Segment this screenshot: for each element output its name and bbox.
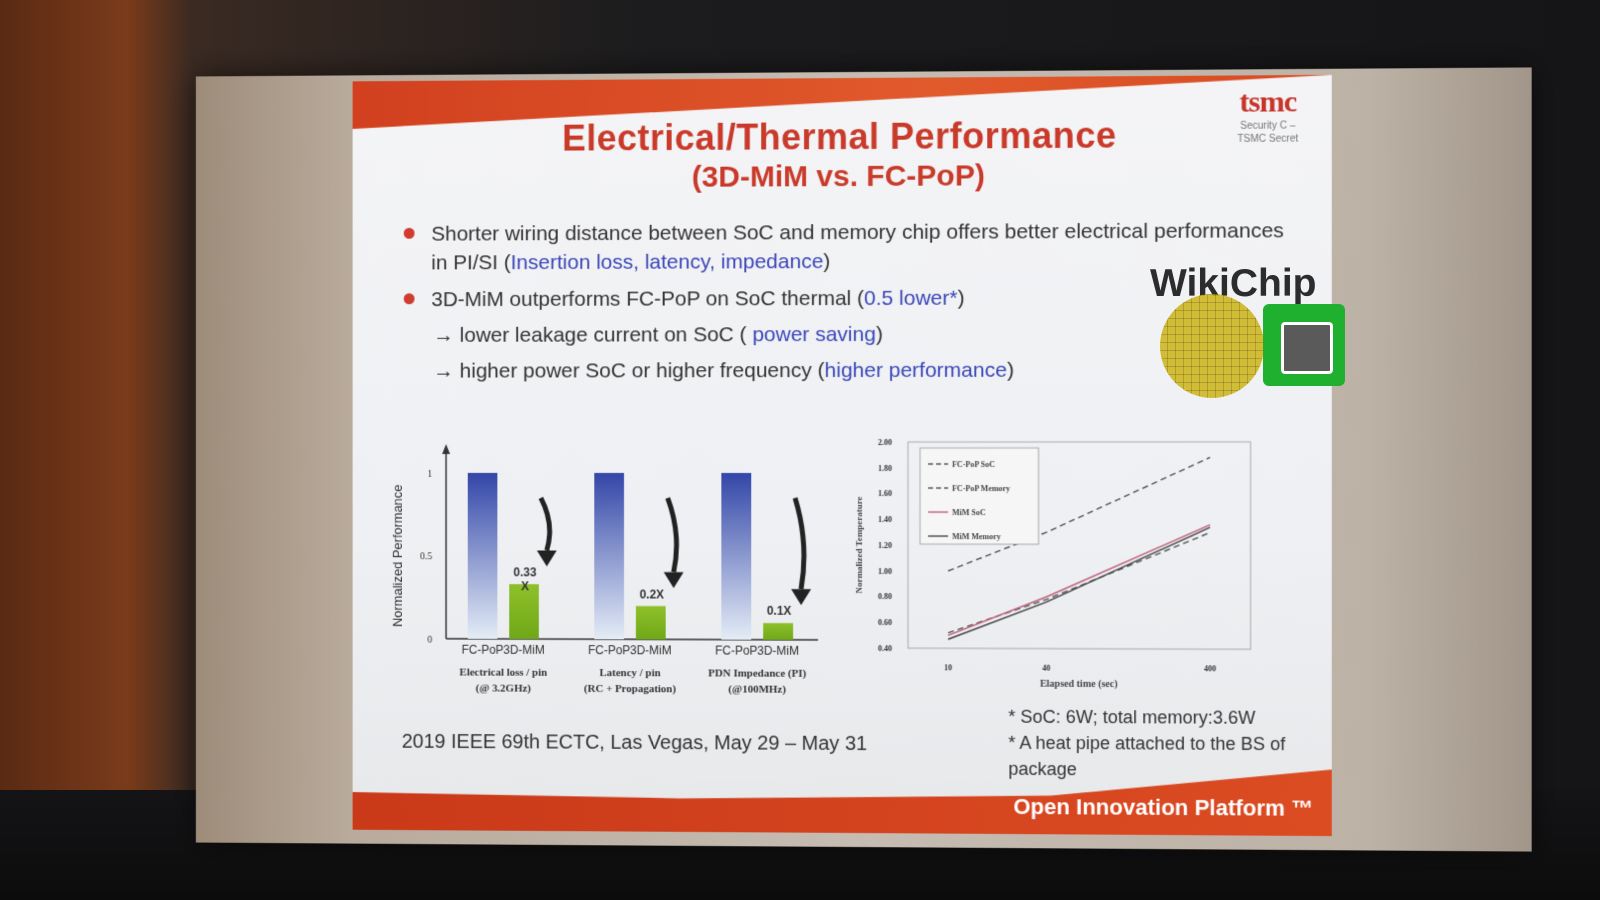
y-tick-label: 1.40 bbox=[878, 515, 892, 524]
y-tick-label: 0.5 bbox=[420, 552, 432, 563]
legend-label: MiM Memory bbox=[952, 532, 1001, 541]
group-label-sub: (@ 3.2GHz) bbox=[476, 682, 532, 694]
subpoint-highlight: higher performance bbox=[825, 359, 1007, 382]
bullet-text: 3D-MiM outperforms FC-PoP on SoC thermal… bbox=[431, 287, 864, 311]
bullet-text-end: ) bbox=[823, 250, 830, 273]
footnote-1: * SoC: 6W; total memory:3.6W bbox=[1008, 704, 1331, 732]
conference-label: 2019 IEEE 69th ECTC, Las Vegas, May 29 –… bbox=[402, 731, 867, 756]
x-tick-label: FC-PoP bbox=[588, 643, 630, 657]
x-axis bbox=[446, 639, 818, 640]
bar-fc-pop bbox=[721, 473, 751, 640]
x-tick-label: FC-PoP bbox=[462, 643, 504, 657]
bullet-highlight: 0.5 lower* bbox=[864, 287, 958, 310]
y-tick-label: 0.60 bbox=[878, 618, 892, 627]
slide: tsmc Security C – TSMC Secret Electrical… bbox=[353, 75, 1332, 836]
group-label: Latency / pin bbox=[599, 667, 660, 679]
y-axis-label: Normalized Performance bbox=[390, 484, 405, 626]
subpoint-text-end: ) bbox=[1007, 359, 1014, 382]
group-label: Electrical loss / pin bbox=[459, 667, 547, 679]
bullet-dot-icon bbox=[404, 228, 415, 239]
y-tick-label: 1.00 bbox=[878, 567, 892, 576]
projection-screen: tsmc Security C – TSMC Secret Electrical… bbox=[196, 67, 1532, 851]
group-label-sub: (@100MHz) bbox=[728, 683, 786, 695]
bar-annotation: 0.2X bbox=[640, 587, 665, 601]
subpoint-highlight: power saving bbox=[752, 323, 876, 346]
footnotes: * SoC: 6W; total memory:3.6W * A heat pi… bbox=[1008, 704, 1331, 784]
slide-title: Electrical/Thermal Performance bbox=[353, 113, 1332, 161]
bar-fc-pop bbox=[468, 473, 498, 639]
bar-chart: Normalized Performance00.51FC-PoP 3D-MiM0… bbox=[372, 428, 828, 708]
x-axis-label: Elapsed time (sec) bbox=[1040, 679, 1118, 690]
chip-icon bbox=[1263, 304, 1345, 386]
x-tick-label: 10 bbox=[944, 663, 952, 672]
x-tick-label: 3D-MiM bbox=[757, 644, 799, 658]
y-tick-label: 1.20 bbox=[878, 541, 892, 550]
wikichip-watermark: WikiChip bbox=[1150, 262, 1350, 392]
bar-annotation: 0.33 bbox=[513, 565, 536, 579]
subpoint-text: → higher power SoC or higher frequency ( bbox=[433, 359, 824, 383]
chip-core-icon bbox=[1281, 322, 1333, 374]
x-tick-label: 400 bbox=[1204, 664, 1216, 673]
y-axis-label: Normalized Temperature bbox=[854, 496, 864, 593]
subpoint-text: → lower leakage current on SoC ( bbox=[433, 323, 752, 347]
bar-annotation: 0.1X bbox=[767, 604, 792, 618]
y-axis-arrow-icon bbox=[442, 444, 450, 454]
y-tick-label: 1.60 bbox=[878, 489, 892, 498]
arrow-head-icon bbox=[537, 550, 557, 566]
bar-annotation: X bbox=[521, 579, 529, 593]
bar-3d-mim bbox=[636, 606, 666, 639]
y-tick-label: 1 bbox=[427, 469, 432, 480]
legend-label: FC-PoP Memory bbox=[952, 484, 1010, 493]
reduction-arrow-icon bbox=[795, 498, 804, 589]
y-tick-label: 0.80 bbox=[878, 593, 892, 602]
legend-label: FC-PoP SoC bbox=[952, 460, 995, 469]
subpoint-text-end: ) bbox=[876, 323, 883, 346]
reduction-arrow-icon bbox=[541, 498, 550, 551]
x-tick-label: 3D-MiM bbox=[630, 643, 672, 657]
y-tick-label: 1.80 bbox=[878, 464, 892, 473]
arrow-head-icon bbox=[664, 572, 684, 588]
slide-subtitle: (3D-MiM vs. FC-PoP) bbox=[353, 158, 1332, 197]
legend-label: MiM SoC bbox=[952, 508, 986, 517]
wafer-icon bbox=[1160, 294, 1264, 398]
group-label: PDN Impedance (PI) bbox=[708, 667, 806, 679]
y-tick-label: 2.00 bbox=[878, 438, 892, 447]
arrow-head-icon bbox=[791, 589, 811, 605]
bullet-dot-icon bbox=[404, 293, 415, 304]
y-tick-label: 0 bbox=[427, 635, 432, 646]
reduction-arrow-icon bbox=[668, 498, 677, 572]
x-tick-label: FC-PoP bbox=[715, 643, 757, 657]
y-tick-label: 0.40 bbox=[878, 644, 892, 653]
x-tick-label: 40 bbox=[1042, 664, 1050, 673]
line-chart: 0.40 0.60 0.80 1.00 1.20 1.40 1.60 1.80 2.00 10 40… bbox=[848, 430, 1271, 702]
bullet-highlight: Insertion loss, latency, impedance bbox=[511, 250, 824, 274]
x-tick-label: 3D-MiM bbox=[503, 643, 544, 657]
footer-brand: Open Innovation Platform ™ bbox=[1013, 794, 1313, 822]
bullet-text-end: ) bbox=[958, 287, 965, 310]
bar-fc-pop bbox=[594, 473, 624, 639]
group-label-sub: (RC + Propagation) bbox=[584, 683, 676, 695]
bar-3d-mim bbox=[763, 623, 793, 640]
